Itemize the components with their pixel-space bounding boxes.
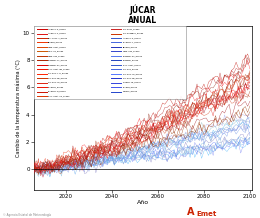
- X-axis label: Año: Año: [137, 200, 149, 205]
- Text: Emet: Emet: [196, 211, 217, 217]
- Y-axis label: Cambio de la temperatura máxima (°C): Cambio de la temperatura máxima (°C): [16, 59, 21, 157]
- Title: JÚCAR
ANUAL: JÚCAR ANUAL: [128, 5, 158, 25]
- Text: A: A: [187, 207, 195, 217]
- Text: © Agencia Estatal de Meteorología: © Agencia Estatal de Meteorología: [3, 213, 51, 217]
